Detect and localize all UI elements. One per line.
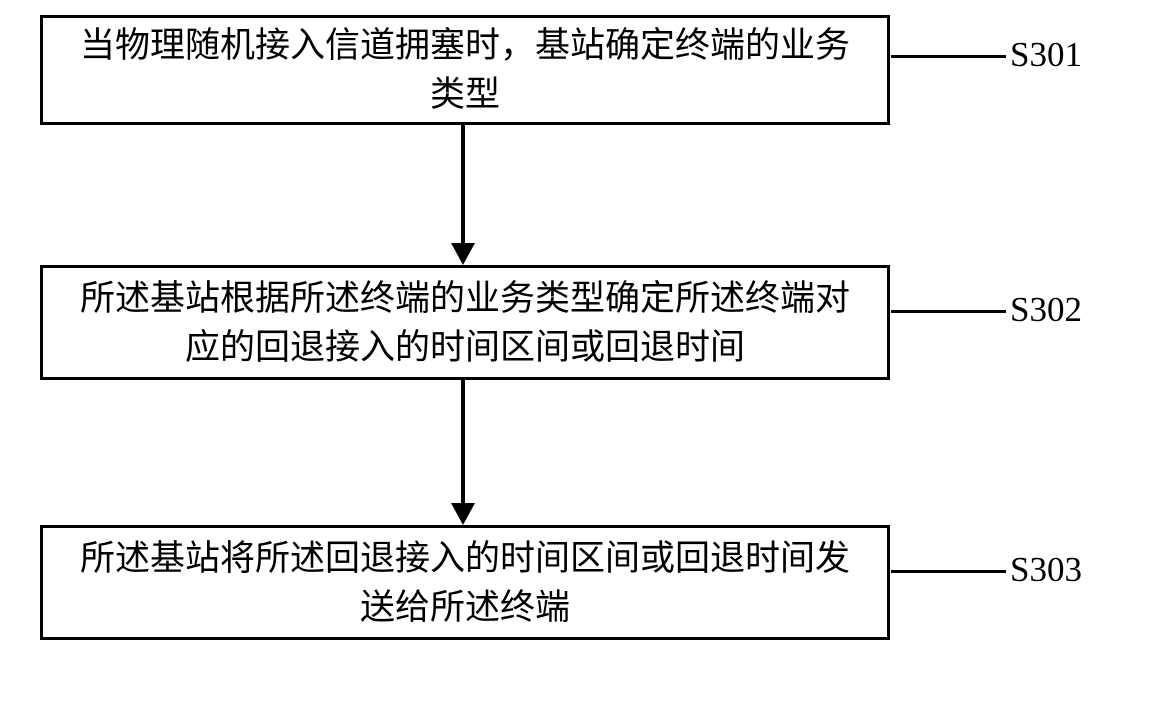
flow-node-3: 所述基站将所述回退接入的时间区间或回退时间发送给所述终端 xyxy=(40,525,890,640)
step-label-2: S302 xyxy=(1010,290,1082,330)
flowchart-canvas: 当物理随机接入信道拥塞时，基站确定终端的业务类型 S301 所述基站根据所述终端… xyxy=(0,0,1174,711)
flow-node-1-text: 当物理随机接入信道拥塞时，基站确定终端的业务类型 xyxy=(71,21,859,119)
label-connector-2 xyxy=(891,310,1006,313)
flow-node-1: 当物理随机接入信道拥塞时，基站确定终端的业务类型 xyxy=(40,15,890,125)
step-label-1-text: S301 xyxy=(1010,35,1082,74)
step-label-3-text: S303 xyxy=(1010,550,1082,589)
flow-node-2-text: 所述基站根据所述终端的业务类型确定所述终端对应的回退接入的时间区间或回退时间 xyxy=(71,274,859,372)
step-label-2-text: S302 xyxy=(1010,290,1082,329)
edge-1-arrow-icon xyxy=(451,243,475,265)
label-connector-3 xyxy=(891,570,1006,573)
edge-2-arrow-icon xyxy=(451,503,475,525)
step-label-3: S303 xyxy=(1010,550,1082,590)
label-connector-1 xyxy=(891,55,1006,58)
flow-node-2: 所述基站根据所述终端的业务类型确定所述终端对应的回退接入的时间区间或回退时间 xyxy=(40,265,890,380)
flow-node-3-text: 所述基站将所述回退接入的时间区间或回退时间发送给所述终端 xyxy=(71,534,859,632)
step-label-1: S301 xyxy=(1010,35,1082,75)
edge-1-line xyxy=(461,125,465,243)
edge-2-line xyxy=(461,380,465,503)
